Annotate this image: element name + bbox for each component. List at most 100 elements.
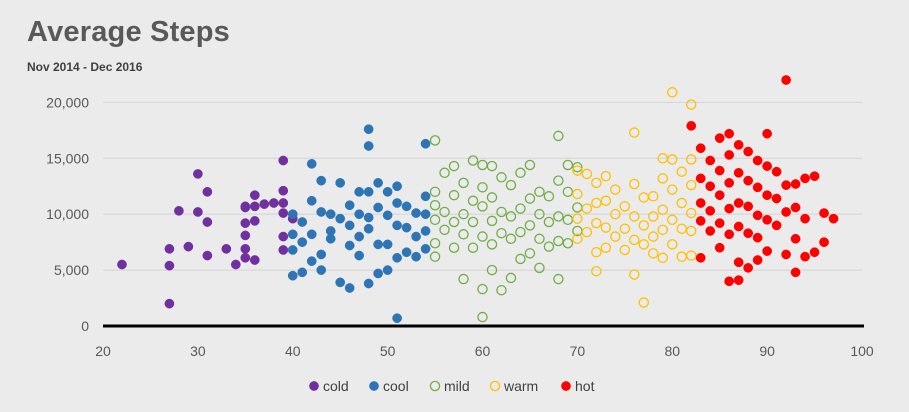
data-point-cool <box>363 124 374 135</box>
legend-marker-mild <box>429 380 441 392</box>
data-point-cool <box>306 195 317 206</box>
data-point-cool <box>297 217 308 227</box>
data-point-mild <box>515 167 526 179</box>
data-point-cold <box>240 218 251 228</box>
data-point-hot <box>800 173 810 184</box>
data-point-warm <box>619 201 631 212</box>
data-point-warm <box>581 226 593 238</box>
y-tick-label: 10,000 <box>46 206 89 222</box>
data-point-cold <box>249 201 260 212</box>
x-tick-label: 40 <box>285 343 301 359</box>
data-point-warm <box>657 252 669 264</box>
data-point-warm <box>638 192 650 203</box>
data-point-mild <box>429 186 441 198</box>
data-point-cool <box>316 175 327 186</box>
data-point-warm <box>667 184 678 195</box>
data-point-warm <box>657 173 669 184</box>
data-point-hot <box>724 178 735 188</box>
data-point-warm <box>629 127 640 138</box>
data-point-hot <box>743 228 754 239</box>
data-point-hot <box>752 182 763 193</box>
data-point-hot <box>781 180 791 190</box>
data-point-hot <box>762 246 772 256</box>
data-point-cool <box>316 265 327 275</box>
data-point-warm <box>638 220 650 231</box>
data-point-cool <box>287 229 298 240</box>
data-point-cold <box>240 252 251 263</box>
data-point-mild <box>496 206 507 218</box>
data-point-hot <box>800 213 810 224</box>
data-point-warm <box>676 223 687 234</box>
data-point-warm <box>685 154 697 165</box>
data-point-hot <box>781 249 791 260</box>
data-point-hot <box>733 140 744 150</box>
data-point-cool <box>392 198 402 208</box>
data-point-mild <box>505 211 517 222</box>
data-point-cold <box>164 243 175 254</box>
data-point-mild <box>477 231 488 242</box>
data-point-mild <box>486 239 498 250</box>
data-point-cold <box>164 260 175 271</box>
data-point-hot <box>771 220 782 231</box>
data-point-warm <box>600 170 612 182</box>
y-tick-label: 15,000 <box>46 150 89 166</box>
data-point-cool <box>316 207 327 217</box>
data-point-mild <box>515 253 526 265</box>
data-point-mild <box>524 248 536 259</box>
data-point-cold <box>268 198 279 208</box>
data-point-cold <box>202 186 213 197</box>
data-point-hot <box>743 146 754 157</box>
data-point-warm <box>600 242 612 253</box>
data-point-mild <box>458 229 469 240</box>
data-point-warm <box>591 177 602 189</box>
data-point-warm <box>685 179 697 191</box>
data-point-warm <box>657 224 669 236</box>
data-point-hot <box>762 128 772 139</box>
data-point-hot <box>695 198 706 208</box>
data-point-hot <box>809 247 820 258</box>
data-point-cool <box>335 178 346 188</box>
data-point-mild <box>429 199 441 211</box>
data-point-warm <box>572 213 583 224</box>
data-point-hot <box>762 190 772 201</box>
data-point-warm <box>600 195 612 207</box>
data-point-warm <box>638 239 650 250</box>
data-point-cool <box>411 251 421 262</box>
data-point-warm <box>619 223 631 234</box>
data-point-cold <box>240 243 251 254</box>
data-point-hot <box>752 255 763 265</box>
data-point-hot <box>733 198 744 208</box>
data-point-warm <box>610 231 621 242</box>
data-point-mild <box>534 233 545 245</box>
x-tick-label: 20 <box>95 343 111 359</box>
data-point-warm <box>638 297 650 308</box>
data-point-cold <box>259 199 270 209</box>
data-point-cool <box>392 181 402 192</box>
data-point-hot <box>762 214 772 225</box>
data-point-cool <box>306 229 317 240</box>
data-point-warm <box>610 208 621 220</box>
data-point-cool <box>325 233 336 244</box>
data-point-cool <box>344 283 355 293</box>
data-point-mild <box>467 155 479 166</box>
data-point-hot <box>743 263 754 273</box>
data-point-warm <box>591 197 602 209</box>
legend-marker-cool <box>369 381 379 391</box>
legend-label-cool: cool <box>383 378 409 394</box>
data-point-cool <box>420 209 431 220</box>
data-point-hot <box>714 242 725 253</box>
data-point-mild <box>477 311 488 323</box>
data-point-mild <box>515 226 526 238</box>
data-point-cool <box>335 277 346 288</box>
data-point-mild <box>553 235 564 247</box>
data-point-cool <box>373 202 383 213</box>
data-point-warm <box>629 211 640 222</box>
chart-title: Average Steps <box>27 16 231 48</box>
data-point-hot <box>695 173 706 184</box>
data-point-cool <box>373 268 383 279</box>
legend-marker-warm <box>489 380 501 392</box>
data-point-hot <box>819 208 829 218</box>
data-point-mild <box>429 238 441 249</box>
data-point-cool <box>297 237 308 247</box>
